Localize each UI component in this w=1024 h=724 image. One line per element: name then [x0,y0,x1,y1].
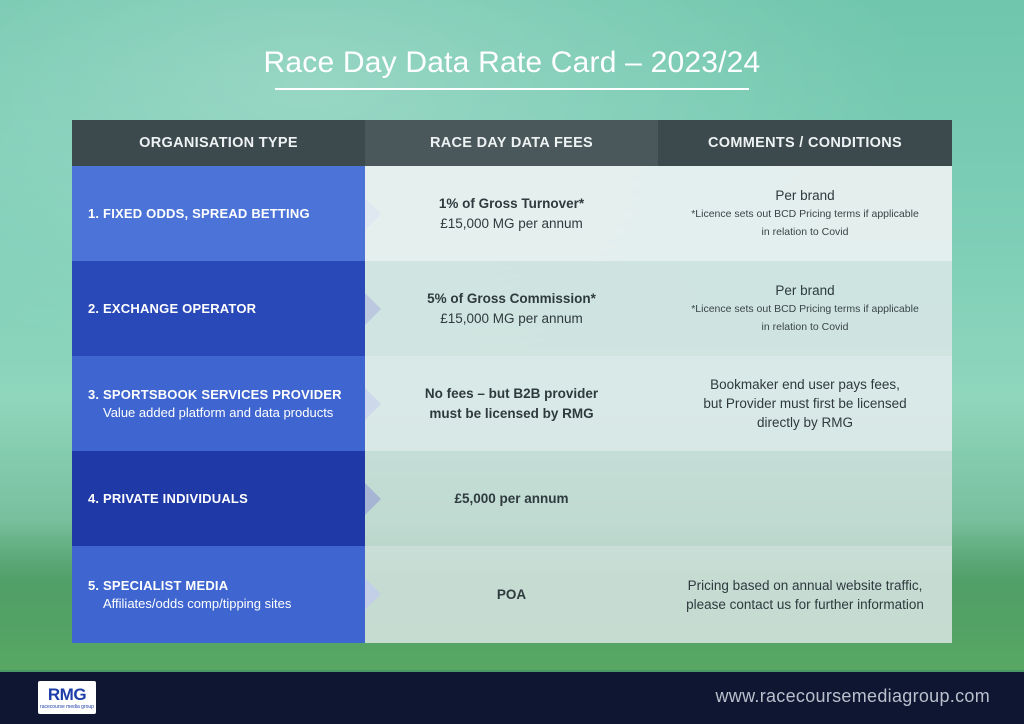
organisation-title: 1. FIXED ODDS, SPREAD BETTING [88,206,310,221]
comment-line: *Licence sets out BCD Pricing terms if a… [691,208,919,220]
organisation-title: 3. SPORTSBOOK SERVICES PROVIDER [88,387,342,402]
organisation-cell: 1. FIXED ODDS, SPREAD BETTING [72,166,381,261]
table-row: 5. SPECIALIST MEDIA Affiliates/odds comp… [72,546,952,643]
comment-cell: Pricing based on annual website traffic,… [658,546,952,643]
page-title: Race Day Data Rate Card – 2023/24 [263,46,761,79]
fee-line: 5% of Gross Commission* [427,290,596,306]
comment-line: but Provider must first be licensed [703,396,907,411]
comment-cell: Bookmaker end user pays fees, but Provid… [658,356,952,451]
comment-line: *Licence sets out BCD Pricing terms if a… [691,303,919,315]
website-url: www.racecoursemediagroup.com [715,686,990,706]
table-header: ORGANISATION TYPE RACE DAY DATA FEES COM… [72,120,952,166]
rate-card-table: ORGANISATION TYPE RACE DAY DATA FEES COM… [72,120,952,643]
fee-line: £15,000 MG per annum [440,310,583,326]
comment-line: directly by RMG [756,415,854,430]
organisation-title: 2. EXCHANGE OPERATOR [88,301,257,316]
fee-line: £5,000 per annum [454,490,569,506]
title-underline [275,88,749,90]
comment-cell: Per brand *Licence sets out BCD Pricing … [658,261,952,356]
logo-mark: RMG [47,684,87,704]
footer-bar: RMG racecourse media group www.racecours… [0,672,1024,724]
comment-line: please contact us for further informatio… [686,596,924,612]
organisation-subtitle: Value added platform and data products [103,405,334,420]
header-race-day-data-fees: RACE DAY DATA FEES [365,120,658,166]
fee-cell: 1% of Gross Turnover* £15,000 MG per ann… [365,166,658,261]
organisation-subtitle: Affiliates/odds comp/tipping sites [103,596,292,611]
comment-line: Pricing based on annual website traffic, [687,577,923,593]
organisation-title: 4. PRIVATE INDIVIDUALS [88,491,248,506]
fee-line: POA [496,586,527,602]
organisation-cell: 3. SPORTSBOOK SERVICES PROVIDER Value ad… [72,356,381,451]
organisation-title: 5. SPECIALIST MEDIA [88,578,229,593]
header-comments-conditions: COMMENTS / CONDITIONS [658,120,952,166]
fee-line: 1% of Gross Turnover* [438,195,585,211]
fee-cell: No fees – but B2B provider must be licen… [365,356,658,451]
table-row: 4. PRIVATE INDIVIDUALS £5,000 per annum [72,451,952,546]
rmg-logo: RMG racecourse media group [38,681,96,714]
fee-cell: £5,000 per annum [365,451,658,546]
fee-line: must be licensed by RMG [429,405,594,421]
fee-cell: POA [365,546,658,643]
organisation-cell: 2. EXCHANGE OPERATOR [72,261,381,356]
comment-line: Per brand [775,283,835,298]
organisation-cell: 4. PRIVATE INDIVIDUALS [72,451,381,546]
comment-cell [658,451,952,546]
logo-subtext: racecourse media group [40,703,94,710]
organisation-cell: 5. SPECIALIST MEDIA Affiliates/odds comp… [72,546,381,643]
comment-line: Bookmaker end user pays fees, [710,377,900,392]
fee-line: £15,000 MG per annum [440,215,583,231]
fee-cell: 5% of Gross Commission* £15,000 MG per a… [365,261,658,356]
comment-line: in relation to Covid [761,226,849,238]
table-row: 3. SPORTSBOOK SERVICES PROVIDER Value ad… [72,356,952,451]
comment-line: Per brand [775,188,835,203]
fee-line: No fees – but B2B provider [424,385,599,401]
comment-cell: Per brand *Licence sets out BCD Pricing … [658,166,952,261]
table-row: 1. FIXED ODDS, SPREAD BETTING 1% of Gros… [72,166,952,261]
comment-line: in relation to Covid [761,321,849,333]
table-row: 2. EXCHANGE OPERATOR 5% of Gross Commiss… [72,261,952,356]
header-organisation-type: ORGANISATION TYPE [72,120,365,166]
